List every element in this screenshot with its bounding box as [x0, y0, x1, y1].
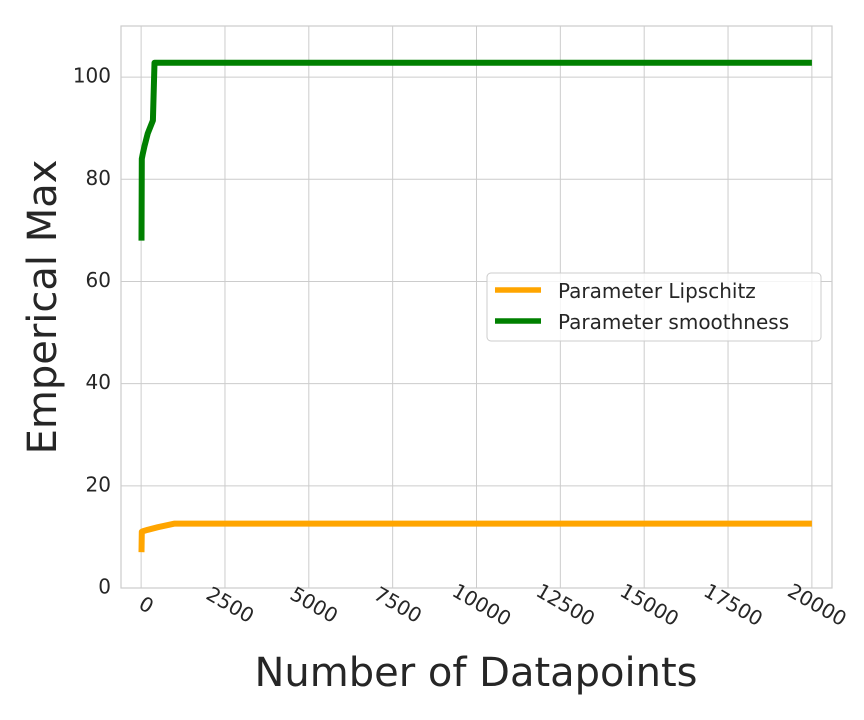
y-tick-label: 40 — [86, 370, 111, 394]
series-line-lipschitz — [138, 520, 812, 553]
plot-frame — [120, 25, 833, 589]
y-tick-label: 60 — [86, 268, 111, 292]
y-tick-label: 0 — [98, 575, 111, 599]
y-axis-title: Emperical Max — [20, 160, 66, 455]
legend: Parameter Lipschitz Parameter smoothness — [486, 272, 822, 342]
y-axis-tick-labels: 0 20 40 60 80 100 — [73, 64, 111, 599]
y-tick-label: 80 — [86, 166, 111, 190]
legend-label-smoothness: Parameter smoothness — [558, 310, 789, 334]
x-axis-title: Number of Datapoints — [254, 650, 697, 696]
series-lines — [138, 59, 812, 553]
y-tick-label: 20 — [86, 472, 111, 496]
legend-label-lipschitz: Parameter Lipschitz — [558, 279, 756, 303]
series-line-smoothness — [138, 59, 812, 241]
y-tick-label: 100 — [73, 64, 111, 88]
legend-box — [486, 272, 822, 342]
